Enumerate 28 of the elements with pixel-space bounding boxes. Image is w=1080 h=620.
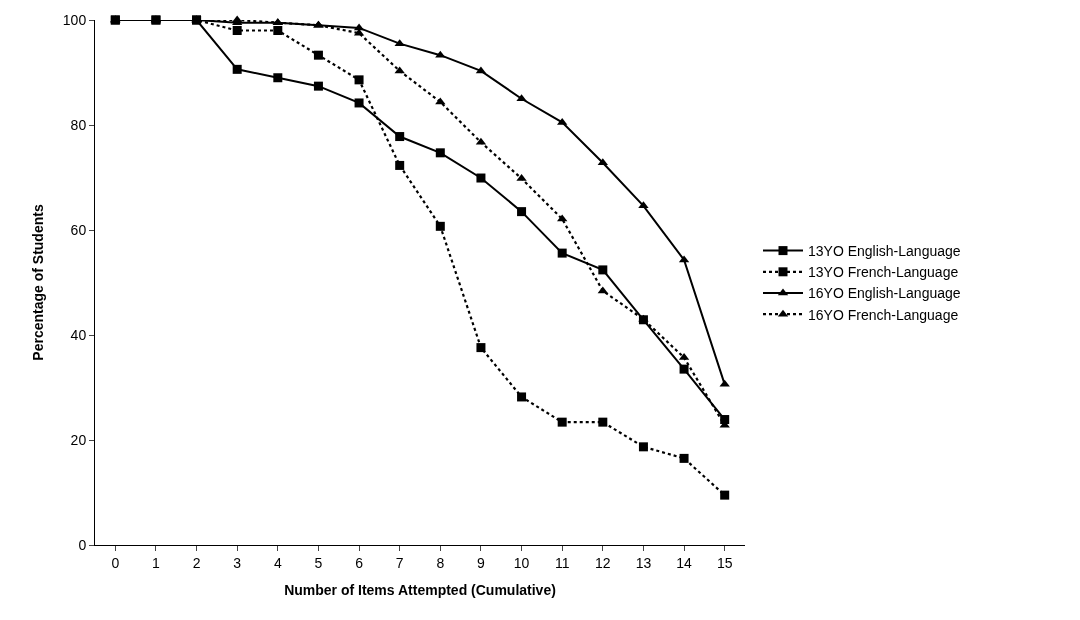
x-tick-label: 14 bbox=[676, 554, 693, 571]
y-tick-label: 40 bbox=[70, 326, 87, 343]
legend-label: 16YO English-Language bbox=[808, 285, 961, 302]
y-tick-label: 100 bbox=[62, 11, 87, 28]
x-tick-label: 10 bbox=[513, 554, 530, 571]
x-axis-title: Number of Items Attempted (Cumulative) bbox=[284, 582, 556, 599]
x-tick-label: 8 bbox=[436, 554, 445, 571]
y-tick-label: 0 bbox=[78, 536, 87, 553]
x-tick-label: 5 bbox=[314, 554, 323, 571]
y-tick-label: 80 bbox=[70, 116, 87, 133]
x-tick-label: 3 bbox=[233, 554, 242, 571]
x-tick-label: 7 bbox=[395, 554, 404, 571]
x-tick-label: 1 bbox=[152, 554, 161, 571]
x-tick-label: 9 bbox=[477, 554, 486, 571]
y-axis-title: Percentage of Students bbox=[30, 204, 47, 361]
legend-label: 13YO English-Language bbox=[808, 243, 961, 260]
x-tick-label: 12 bbox=[595, 554, 611, 571]
x-tick-label: 15 bbox=[716, 554, 733, 571]
legend-label: 13YO French-Language bbox=[808, 264, 959, 281]
y-tick-label: 60 bbox=[70, 221, 87, 238]
x-tick-label: 6 bbox=[355, 554, 364, 571]
x-tick-label: 13 bbox=[635, 554, 652, 571]
x-tick-label: 2 bbox=[192, 554, 201, 571]
x-tick-label: 4 bbox=[273, 554, 282, 571]
legend-label: 16YO French-Language bbox=[808, 306, 959, 323]
y-tick-label: 20 bbox=[70, 431, 87, 448]
x-tick-label: 11 bbox=[554, 554, 570, 571]
x-tick-label: 0 bbox=[111, 554, 120, 571]
